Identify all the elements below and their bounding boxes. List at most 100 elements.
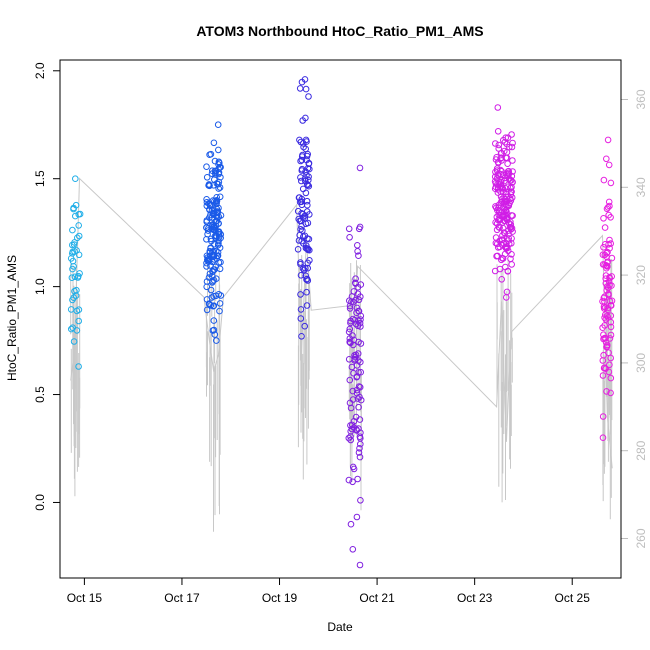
plot-frame [59, 59, 622, 579]
data-point [357, 340, 365, 347]
data-point [206, 247, 214, 255]
data-point [355, 252, 362, 259]
data-point [217, 292, 225, 299]
data-point [508, 235, 515, 242]
data-point [69, 324, 76, 332]
data-point [75, 232, 83, 240]
data-point [601, 334, 608, 342]
data-point [298, 333, 305, 340]
data-point [498, 276, 506, 283]
x-tick-label: Oct 23 [457, 591, 493, 605]
data-point [297, 315, 305, 322]
data-point [348, 293, 356, 300]
data-point [69, 250, 76, 257]
x-tick-label: Oct 21 [359, 591, 395, 605]
data-point [501, 138, 509, 146]
data-point [604, 204, 612, 211]
data-point [346, 325, 354, 333]
data-point [603, 205, 611, 213]
data-point [504, 268, 512, 275]
data-point [208, 237, 215, 245]
data-point [348, 363, 356, 371]
data-point [507, 197, 515, 204]
data-point [207, 286, 215, 294]
data-point [211, 157, 219, 165]
y-tick-label: 0.0 [33, 494, 47, 511]
data-point [494, 206, 501, 214]
data-point [74, 274, 82, 281]
data-point [607, 312, 615, 320]
data-point [216, 307, 223, 315]
data-point [205, 274, 213, 281]
data-point [607, 331, 615, 339]
data-point [509, 157, 516, 164]
data-point [500, 194, 508, 201]
data-point [607, 302, 615, 309]
data-point [605, 161, 613, 169]
flight-points [599, 136, 616, 442]
data-point [72, 212, 79, 220]
data-point [306, 211, 313, 218]
data-point [601, 314, 608, 321]
data-point [601, 224, 609, 231]
data-point [303, 275, 311, 283]
data-point [599, 324, 606, 332]
data-point [213, 337, 220, 344]
data-point [75, 306, 83, 314]
data-point [347, 436, 355, 444]
data-point [216, 300, 224, 307]
data-point [301, 214, 309, 222]
data-point [498, 254, 506, 262]
data-point [500, 240, 507, 247]
data-point [606, 236, 613, 244]
data-point [600, 351, 607, 359]
data-point [492, 239, 500, 247]
data-point [75, 211, 82, 218]
data-point [215, 146, 222, 154]
data-point [607, 354, 615, 362]
data-point [498, 154, 505, 161]
data-point [493, 165, 501, 172]
data-point [357, 358, 364, 366]
x-tick-label: Oct 25 [555, 591, 591, 605]
data-point [495, 145, 503, 152]
data-point [347, 319, 354, 327]
data-point [600, 176, 608, 184]
data-point [203, 199, 211, 206]
data-point [607, 374, 615, 382]
data-point [304, 181, 312, 189]
data-point [603, 250, 610, 257]
data-point [606, 361, 613, 369]
data-point [508, 261, 516, 268]
data-point [306, 246, 313, 254]
y2-tick-label: 300 [634, 353, 648, 373]
data-point [215, 204, 222, 212]
data-point [72, 175, 79, 182]
data-point [303, 152, 311, 160]
data-point [71, 273, 79, 281]
data-point [347, 433, 354, 440]
data-point [602, 316, 610, 323]
data-point [503, 148, 511, 156]
data-point [203, 163, 210, 170]
data-point [600, 294, 608, 302]
secondary-spikes [348, 260, 362, 511]
data-point [507, 184, 514, 192]
data-point [206, 252, 214, 259]
data-point [600, 215, 607, 222]
chart-title: ATOM3 Northbound HtoC_Ratio_PM1_AMS [196, 23, 483, 39]
data-point [215, 259, 223, 266]
data-point [294, 207, 302, 215]
data-point [601, 251, 609, 259]
data-point [604, 258, 611, 266]
data-point [297, 260, 304, 268]
data-point [345, 328, 353, 336]
x-tick-label: Oct 15 [67, 591, 103, 605]
data-point [508, 143, 516, 151]
data-point [297, 306, 305, 313]
data-point [215, 185, 222, 192]
data-point [214, 121, 222, 128]
data-point [503, 288, 511, 296]
data-point [215, 231, 223, 238]
